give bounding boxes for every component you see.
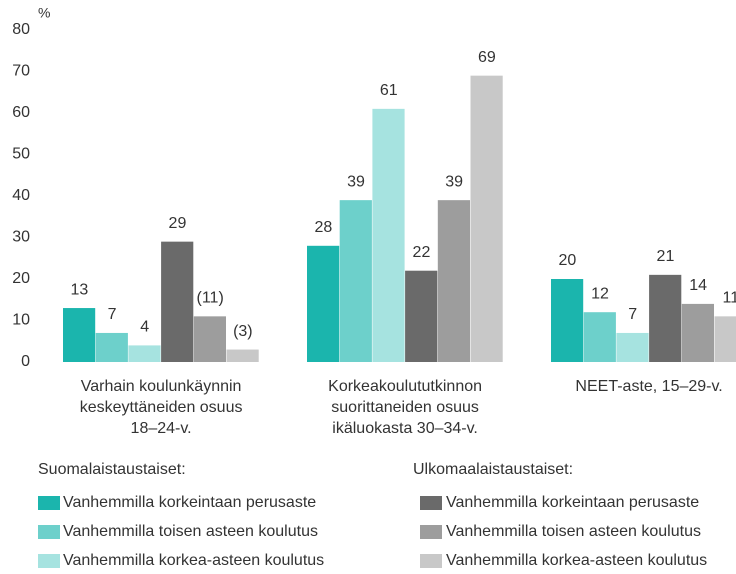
legend-label: Vanhemmilla toisen asteen koulutus xyxy=(446,523,701,540)
y-tick-label: 20 xyxy=(12,270,30,287)
legend-label: Vanhemmilla korkea-asteen koulutus xyxy=(63,552,324,569)
bar xyxy=(193,316,226,362)
value-label: 12 xyxy=(591,285,609,302)
value-label: 20 xyxy=(558,252,576,269)
legend-title: Suomalaistaustaiset: xyxy=(38,461,186,478)
bar xyxy=(714,316,736,362)
value-label: 21 xyxy=(657,248,675,265)
legend-swatch xyxy=(38,554,60,568)
value-label: 39 xyxy=(445,173,463,190)
value-label: 29 xyxy=(169,215,187,232)
bar xyxy=(63,308,96,362)
legend-swatch xyxy=(420,554,442,568)
legend-label: Vanhemmilla korkea-asteen koulutus xyxy=(446,552,707,569)
x-tick-label: keskeyttäneiden osuus xyxy=(80,399,243,416)
x-tick-label: NEET-aste, 15–29-v. xyxy=(575,378,722,395)
bar xyxy=(681,303,714,362)
y-tick-label: 80 xyxy=(12,21,30,38)
legend-swatch xyxy=(38,525,60,539)
legend-label: Vanhemmilla korkeintaan perusaste xyxy=(446,494,699,511)
value-label: 28 xyxy=(314,219,332,236)
legend-swatch xyxy=(420,525,442,539)
legend-label: Vanhemmilla korkeintaan perusaste xyxy=(63,494,316,511)
value-label: 13 xyxy=(70,281,88,298)
x-tick-label: 18–24-v. xyxy=(131,420,192,437)
x-tick-label: Varhain koulunkäynnin xyxy=(81,378,242,395)
value-label: 7 xyxy=(628,306,637,323)
value-label: (11) xyxy=(197,290,224,307)
value-label: 69 xyxy=(478,49,496,66)
value-label: 61 xyxy=(380,82,398,99)
bar xyxy=(307,245,340,362)
bar xyxy=(95,332,128,362)
y-tick-label: 40 xyxy=(12,187,30,204)
y-tick-label: 60 xyxy=(12,104,30,121)
value-label: 14 xyxy=(689,277,707,294)
value-label: (3) xyxy=(233,323,253,340)
value-label: 22 xyxy=(413,244,431,261)
legend-swatch xyxy=(38,496,60,510)
bar xyxy=(226,349,259,362)
legend-swatch xyxy=(420,496,442,510)
legend-title: Ulkomaalaistaustaiset: xyxy=(413,461,573,478)
bar xyxy=(372,108,405,362)
bar xyxy=(551,279,584,362)
y-axis-label: % xyxy=(38,5,50,21)
bar xyxy=(616,332,649,362)
value-label: 7 xyxy=(108,306,117,323)
value-label: 11 xyxy=(723,290,736,307)
y-tick-label: 30 xyxy=(12,229,30,246)
x-tick-label: ikäluokasta 30–34-v. xyxy=(332,420,478,437)
bar xyxy=(470,75,503,363)
y-tick-label: 50 xyxy=(12,146,30,163)
bar xyxy=(339,200,372,362)
x-tick-label: Korkeakoulututkinnon xyxy=(328,378,482,395)
bar xyxy=(405,270,438,362)
bar xyxy=(437,200,470,362)
bar xyxy=(161,241,194,362)
value-label: 39 xyxy=(347,173,365,190)
y-tick-label: 70 xyxy=(12,63,30,80)
legend-label: Vanhemmilla toisen asteen koulutus xyxy=(63,523,318,540)
x-tick-label: suorittaneiden osuus xyxy=(331,399,479,416)
bar xyxy=(128,345,161,362)
value-label: 4 xyxy=(140,319,149,336)
bar xyxy=(649,274,682,362)
y-tick-label: 10 xyxy=(12,312,30,329)
y-tick-label: 0 xyxy=(21,353,30,370)
bar xyxy=(583,312,616,362)
